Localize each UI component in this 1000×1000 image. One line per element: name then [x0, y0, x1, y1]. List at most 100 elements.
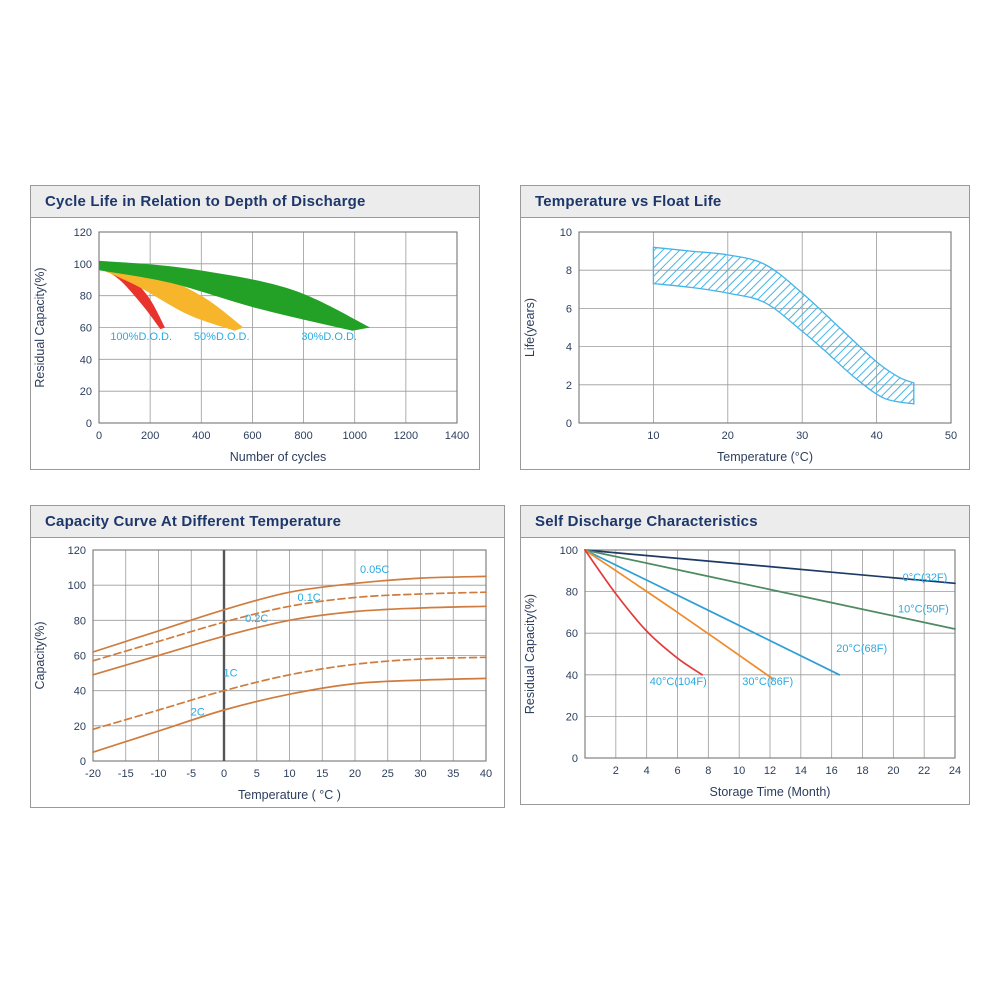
svg-text:40°C(104F): 40°C(104F)	[650, 676, 707, 688]
svg-text:-15: -15	[118, 768, 134, 780]
svg-text:600: 600	[243, 430, 261, 442]
panel-capacity-temperature: Capacity Curve At Different Temperature …	[30, 505, 505, 808]
svg-text:25: 25	[382, 768, 394, 780]
svg-text:50: 50	[945, 430, 957, 442]
svg-text:120: 120	[74, 227, 92, 239]
svg-text:30: 30	[414, 768, 426, 780]
chart-title-self-discharge: Self Discharge Characteristics	[535, 513, 758, 530]
svg-text:18: 18	[856, 765, 868, 777]
svg-text:20: 20	[722, 430, 734, 442]
svg-text:40: 40	[80, 354, 92, 366]
svg-text:Residual Capacity(%): Residual Capacity(%)	[33, 267, 47, 387]
panel-header-float-life: Temperature vs Float Life	[521, 186, 969, 218]
svg-text:-5: -5	[186, 768, 196, 780]
chart-title-float-life: Temperature vs Float Life	[535, 193, 722, 210]
panel-cycle-life: Cycle Life in Relation to Depth of Disch…	[30, 185, 480, 470]
chart-canvas: 0 200 400 600 800 1000 1200 1400 0 20 40 60 80 100 120…	[33, 227, 469, 464]
svg-text:20°C(68F): 20°C(68F)	[836, 643, 887, 655]
svg-text:50%D.O.D.: 50%D.O.D.	[194, 331, 250, 343]
svg-text:1400: 1400	[445, 430, 469, 442]
svg-text:0: 0	[572, 753, 578, 765]
svg-text:2: 2	[566, 380, 572, 392]
svg-text:5: 5	[254, 768, 260, 780]
chart-float-life: 10 20 30 40 50 0 2 4 6 8 10 Temperature (°C) Life(ye…	[521, 218, 969, 469]
svg-text:10°C(50F): 10°C(50F)	[898, 603, 949, 615]
svg-text:100: 100	[68, 580, 86, 592]
svg-text:80: 80	[74, 615, 86, 627]
svg-text:100%D.O.D.: 100%D.O.D.	[110, 331, 172, 343]
svg-text:40: 40	[480, 768, 492, 780]
svg-text:6: 6	[566, 303, 572, 315]
svg-text:60: 60	[74, 651, 86, 663]
svg-text:20: 20	[566, 711, 578, 723]
svg-text:0.2C: 0.2C	[245, 613, 268, 625]
svg-text:100: 100	[560, 545, 578, 557]
chart-title-cycle-life: Cycle Life in Relation to Depth of Disch…	[45, 193, 366, 210]
svg-text:35: 35	[447, 768, 459, 780]
svg-text:0: 0	[221, 768, 227, 780]
svg-text:0: 0	[566, 418, 572, 430]
svg-text:8: 8	[566, 265, 572, 277]
panel-header-capacity-temperature: Capacity Curve At Different Temperature	[31, 506, 504, 538]
svg-text:8: 8	[705, 765, 711, 777]
panel-header-self-discharge: Self Discharge Characteristics	[521, 506, 969, 538]
svg-text:1200: 1200	[394, 430, 418, 442]
svg-text:Capacity(%): Capacity(%)	[33, 621, 47, 689]
svg-text:0: 0	[86, 418, 92, 430]
svg-text:-20: -20	[85, 768, 101, 780]
svg-text:800: 800	[294, 430, 312, 442]
svg-text:22: 22	[918, 765, 930, 777]
svg-text:15: 15	[316, 768, 328, 780]
svg-text:Temperature (°C): Temperature (°C)	[717, 450, 813, 464]
svg-text:20: 20	[349, 768, 361, 780]
svg-text:0.1C: 0.1C	[298, 592, 321, 604]
svg-text:2: 2	[613, 765, 619, 777]
svg-text:10: 10	[560, 227, 572, 239]
chart-canvas: -20 -15 -10 -5 0 5 10 15 20 25 30 35 40 0 20 40 60 80 100 1…	[33, 545, 492, 802]
svg-text:20: 20	[74, 721, 86, 733]
svg-text:4: 4	[644, 765, 650, 777]
svg-text:10: 10	[283, 768, 295, 780]
svg-text:0°C(32F): 0°C(32F)	[903, 572, 948, 584]
svg-text:0: 0	[96, 430, 102, 442]
svg-text:10: 10	[647, 430, 659, 442]
panel-header-cycle-life: Cycle Life in Relation to Depth of Disch…	[31, 186, 479, 218]
svg-text:120: 120	[68, 545, 86, 557]
svg-text:80: 80	[566, 587, 578, 599]
svg-text:400: 400	[192, 430, 210, 442]
svg-text:Residual Capacity(%): Residual Capacity(%)	[523, 594, 537, 714]
svg-text:4: 4	[566, 342, 572, 354]
panel-self-discharge: Self Discharge Characteristics 2 4 6 8 10 12 1…	[520, 505, 970, 805]
svg-text:30°C(86F): 30°C(86F)	[742, 676, 793, 688]
svg-text:2C: 2C	[191, 706, 205, 718]
chart-canvas: 2 4 6 8 10 12 14 16 18 20 22 24020406080100Storage …	[523, 545, 961, 799]
svg-text:40: 40	[566, 670, 578, 682]
svg-text:80: 80	[80, 291, 92, 303]
svg-text:200: 200	[141, 430, 159, 442]
svg-text:1000: 1000	[342, 430, 366, 442]
svg-text:30: 30	[796, 430, 808, 442]
svg-text:6: 6	[674, 765, 680, 777]
svg-text:1C: 1C	[224, 668, 238, 680]
svg-text:100: 100	[74, 259, 92, 271]
chart-canvas: 10 20 30 40 50 0 2 4 6 8 10 Temperature (°C) Life(ye…	[523, 227, 957, 464]
svg-text:-10: -10	[151, 768, 167, 780]
svg-text:0.05C: 0.05C	[360, 564, 389, 576]
svg-text:60: 60	[566, 628, 578, 640]
svg-text:60: 60	[80, 323, 92, 335]
svg-text:Temperature ( °C ): Temperature ( °C )	[238, 788, 341, 802]
chart-cycle-life: 0 200 400 600 800 1000 1200 1400 0 20 40 60 80 100 120…	[31, 218, 479, 469]
chart-capacity-temperature: -20 -15 -10 -5 0 5 10 15 20 25 30 35 40 0 20 40 60 80 100 1…	[31, 538, 504, 807]
svg-text:Storage Time (Month): Storage Time (Month)	[710, 785, 831, 799]
svg-text:40: 40	[870, 430, 882, 442]
svg-text:20: 20	[887, 765, 899, 777]
svg-text:Number of cycles: Number of cycles	[230, 450, 327, 464]
svg-text:20: 20	[80, 386, 92, 398]
svg-text:12: 12	[764, 765, 776, 777]
svg-text:14: 14	[795, 765, 807, 777]
svg-text:10: 10	[733, 765, 745, 777]
svg-text:24: 24	[949, 765, 961, 777]
chart-title-capacity-temperature: Capacity Curve At Different Temperature	[45, 513, 342, 530]
svg-text:30%D.O.D.: 30%D.O.D.	[301, 331, 357, 343]
panel-float-life: Temperature vs Float Life 10 20 30 40 50 0 2 4 6…	[520, 185, 970, 470]
